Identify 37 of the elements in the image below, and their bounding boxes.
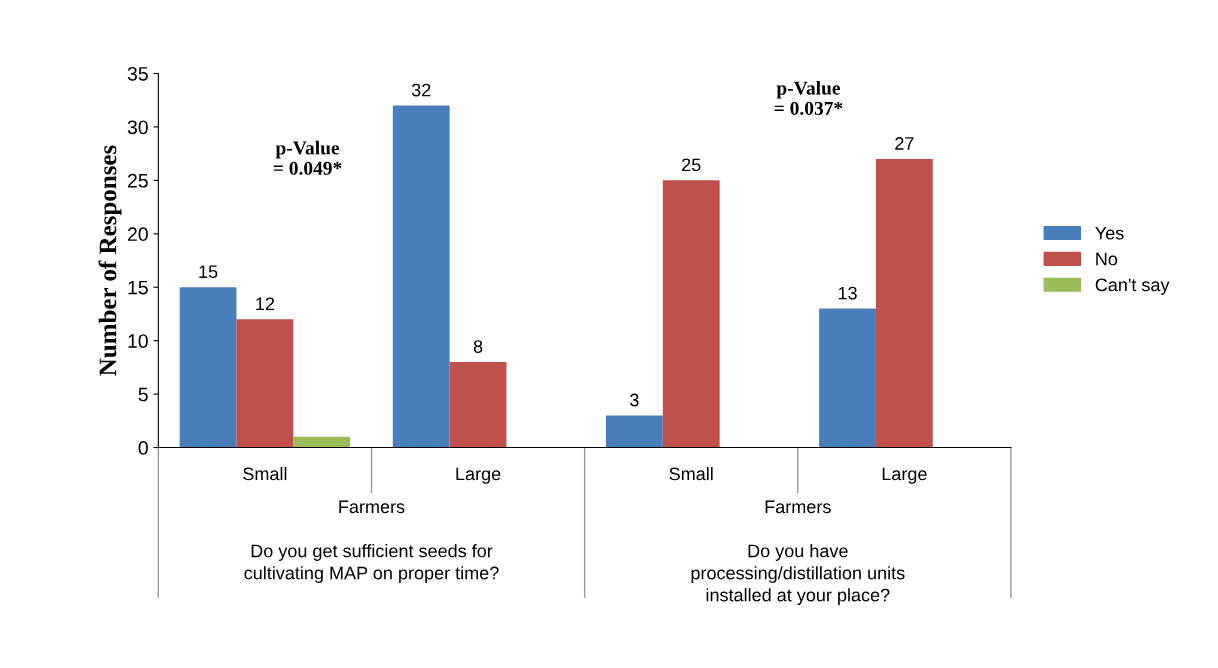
y-tick-label: 15 bbox=[128, 280, 148, 295]
y-axis-title: Number of Responses bbox=[98, 145, 122, 376]
y-tick-label: 20 bbox=[127, 227, 148, 242]
text: Farmers Do you have processing/distillation units installed at your place? bbox=[691, 500, 905, 606]
y-tick-label: 10 bbox=[128, 334, 148, 348]
y-tick-label: 5 bbox=[138, 387, 148, 402]
bar bbox=[819, 308, 876, 448]
text: Farmers Do you get sufficient seeds for cultivating MAP on proper time? bbox=[244, 500, 499, 583]
data-label: 13 bbox=[838, 286, 857, 300]
data-label: 12 bbox=[256, 297, 275, 310]
x-tick-label: Small bbox=[669, 467, 713, 481]
annotation: p-Value = 0.037* bbox=[774, 80, 843, 116]
bar bbox=[662, 180, 720, 448]
x-tick-label: Small bbox=[243, 467, 287, 481]
y-tick-label: 30 bbox=[127, 120, 148, 135]
data-label: 27 bbox=[895, 137, 914, 150]
legend-label: Can't say bbox=[1095, 278, 1170, 295]
x-tick-label: Large bbox=[882, 467, 927, 484]
bar bbox=[179, 287, 237, 448]
data-label: 3 bbox=[630, 393, 639, 407]
bar bbox=[236, 319, 294, 448]
bar bbox=[392, 105, 450, 448]
legend-label: No bbox=[1096, 252, 1118, 266]
y-tick-label: 35 bbox=[127, 66, 148, 81]
data-label: 15 bbox=[199, 265, 218, 279]
data-label: 25 bbox=[682, 158, 701, 172]
data-label: 32 bbox=[411, 83, 431, 97]
bar bbox=[293, 436, 351, 448]
y-tick-label: 25 bbox=[127, 173, 148, 188]
bar bbox=[449, 362, 507, 448]
legend-label: Yes bbox=[1095, 226, 1124, 240]
annotation: p-Value = 0.049* bbox=[273, 140, 342, 175]
bar bbox=[875, 158, 933, 448]
bar bbox=[605, 415, 663, 448]
data-label: 8 bbox=[473, 340, 483, 353]
x-tick-label: Large bbox=[456, 467, 501, 484]
y-tick-label: 0 bbox=[138, 441, 148, 455]
